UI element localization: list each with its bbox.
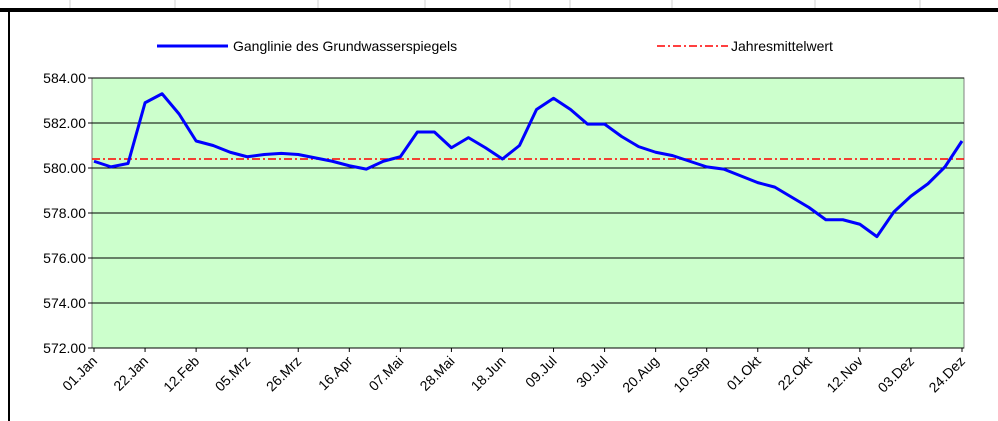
y-tick-label: 576.00 <box>43 250 86 266</box>
x-tick-label: 12.Feb <box>160 353 202 395</box>
legend-label: Ganglinie des Grundwasserspiegels <box>233 38 457 54</box>
y-tick-label: 584.00 <box>43 70 86 86</box>
x-tick-label: 20.Aug <box>619 353 662 396</box>
x-tick-label: 24.Dez <box>925 353 968 396</box>
x-tick-label: 09.Jul <box>522 353 560 391</box>
x-tick-label: 07.Mai <box>365 353 406 394</box>
y-tick-label: 582.00 <box>43 115 86 131</box>
y-tick-label: 580.00 <box>43 160 86 176</box>
x-tick-label: 22.Jan <box>110 353 151 394</box>
x-tick-label: 26.Mrz <box>263 353 305 395</box>
y-tick-label: 574.00 <box>43 295 86 311</box>
x-tick-label: 30.Jul <box>573 353 611 391</box>
data-line <box>93 92 964 239</box>
x-tick-label: 01.Okt <box>723 353 764 394</box>
x-tick-label: 16.Apr <box>315 353 356 394</box>
x-tick-label: 18.Jun <box>468 353 509 394</box>
sheet-grid <box>69 0 921 9</box>
x-tick-label: 03.Dez <box>874 353 917 396</box>
x-tick-label: 01.Jan <box>59 353 100 394</box>
legend-label: Jahresmittelwert <box>731 38 833 54</box>
y-tick-label: 572.00 <box>43 340 86 356</box>
x-tick-label: 22.Okt <box>774 353 815 394</box>
x-tick-label: 12.Nov <box>823 353 866 396</box>
x-tick-label: 10.Sep <box>670 353 713 396</box>
y-tick-label: 578.00 <box>43 205 86 221</box>
x-tick-label: 05.Mrz <box>212 353 254 395</box>
x-tick-label: 28.Mai <box>416 353 457 394</box>
